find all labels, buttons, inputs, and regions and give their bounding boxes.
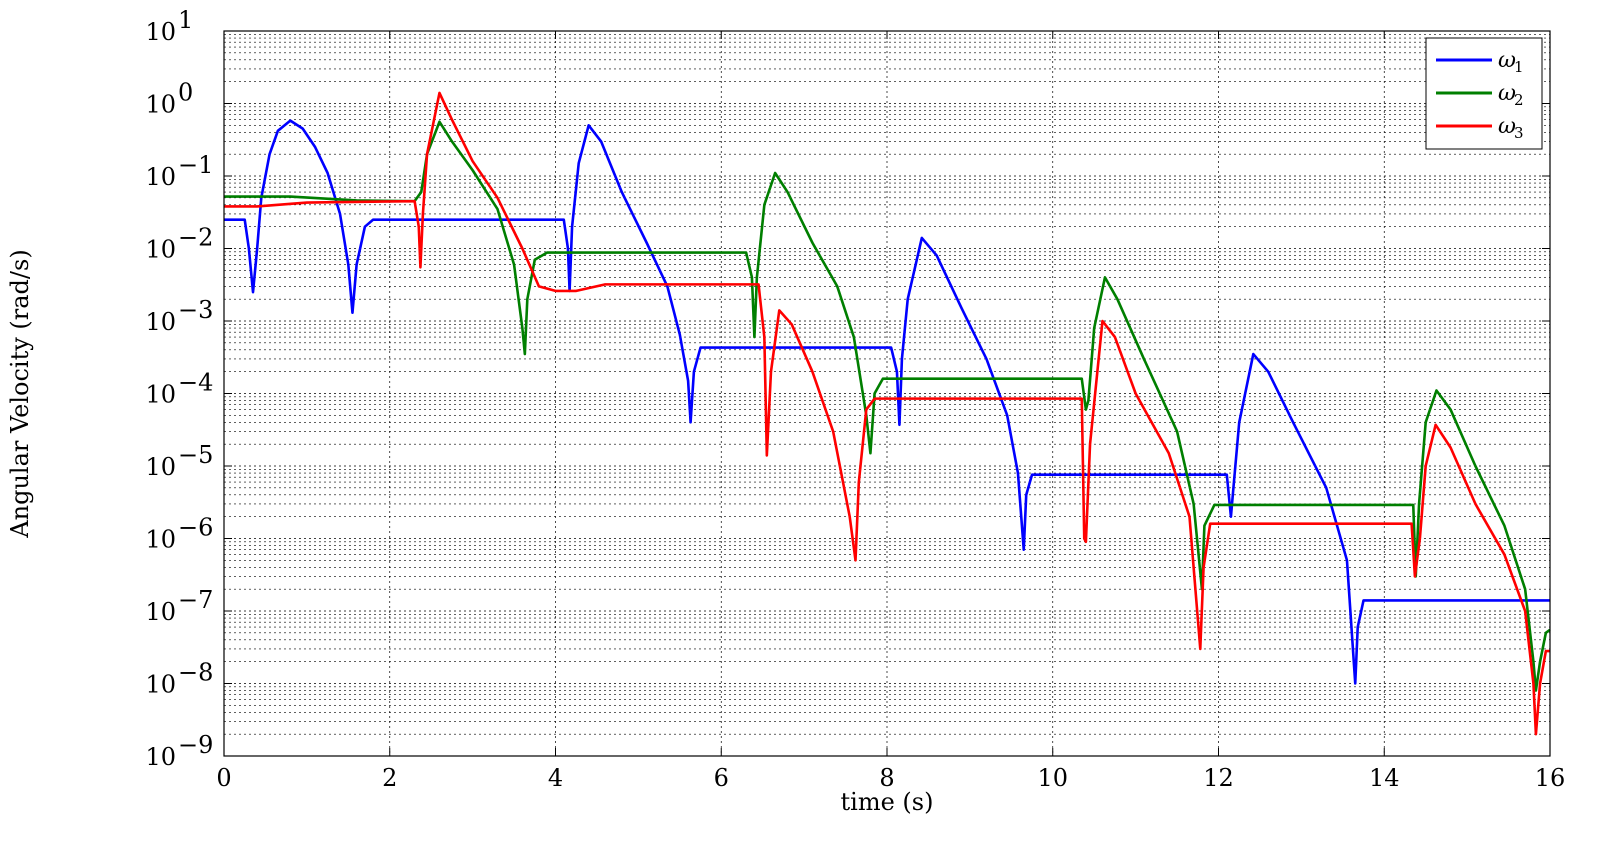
y-tick-label: 10 (145, 236, 176, 264)
legend-label-subscript: 1 (1514, 58, 1524, 76)
y-tick-label: 10 (145, 308, 176, 336)
y-tick-label: 10 (145, 18, 176, 46)
x-tick-label: 16 (1535, 764, 1566, 792)
legend-label-ω2: ω (1498, 81, 1516, 106)
x-tick-label: 10 (1037, 764, 1068, 792)
y-tick-label: 10 (145, 526, 176, 554)
y-tick-label-exponent: −3 (178, 296, 213, 324)
x-axis-label: time (s) (841, 788, 934, 816)
legend-label-ω3: ω (1498, 114, 1516, 139)
series-line-ω2 (224, 120, 1551, 692)
legend-label-subscript: 2 (1514, 91, 1524, 109)
y-tick-label-exponent: −7 (178, 586, 213, 614)
y-tick-label-exponent: −4 (178, 369, 213, 397)
series-line-ω1 (224, 119, 1550, 685)
y-tick-label-exponent: −8 (178, 659, 213, 687)
y-tick-label-exponent: −5 (178, 441, 213, 469)
x-tick-label: 0 (216, 764, 231, 792)
y-tick-label: 10 (145, 598, 176, 626)
legend-label-ω1: ω (1498, 48, 1516, 73)
x-tick-label: 8 (879, 764, 894, 792)
legend-label-subscript: 3 (1514, 124, 1524, 142)
x-tick-label: 12 (1203, 764, 1234, 792)
y-tick-label-exponent: −6 (178, 514, 213, 542)
x-tick-label: 4 (548, 764, 563, 792)
grid (224, 31, 1550, 756)
series-line-ω3 (224, 91, 1550, 736)
y-tick-label: 10 (145, 453, 176, 481)
y-tick-label-exponent: −9 (178, 731, 213, 759)
x-tick-label: 6 (714, 764, 729, 792)
y-tick-label: 10 (145, 671, 176, 699)
axis-ticks (223, 30, 1551, 757)
series-lines (224, 91, 1551, 736)
y-tick-label: 10 (145, 91, 176, 119)
x-tick-label: 14 (1369, 764, 1400, 792)
y-tick-label: 10 (145, 743, 176, 771)
y-tick-label-exponent: −2 (178, 224, 213, 252)
y-tick-label: 10 (145, 163, 176, 191)
x-tick-label: 2 (382, 764, 397, 792)
y-tick-label-exponent: −1 (178, 151, 213, 179)
y-tick-label: 10 (145, 381, 176, 409)
y-tick-label-exponent: 1 (178, 6, 193, 34)
y-tick-label-exponent: 0 (178, 79, 193, 107)
y-axis-label: Angular Velocity (rad/s) (6, 249, 34, 538)
